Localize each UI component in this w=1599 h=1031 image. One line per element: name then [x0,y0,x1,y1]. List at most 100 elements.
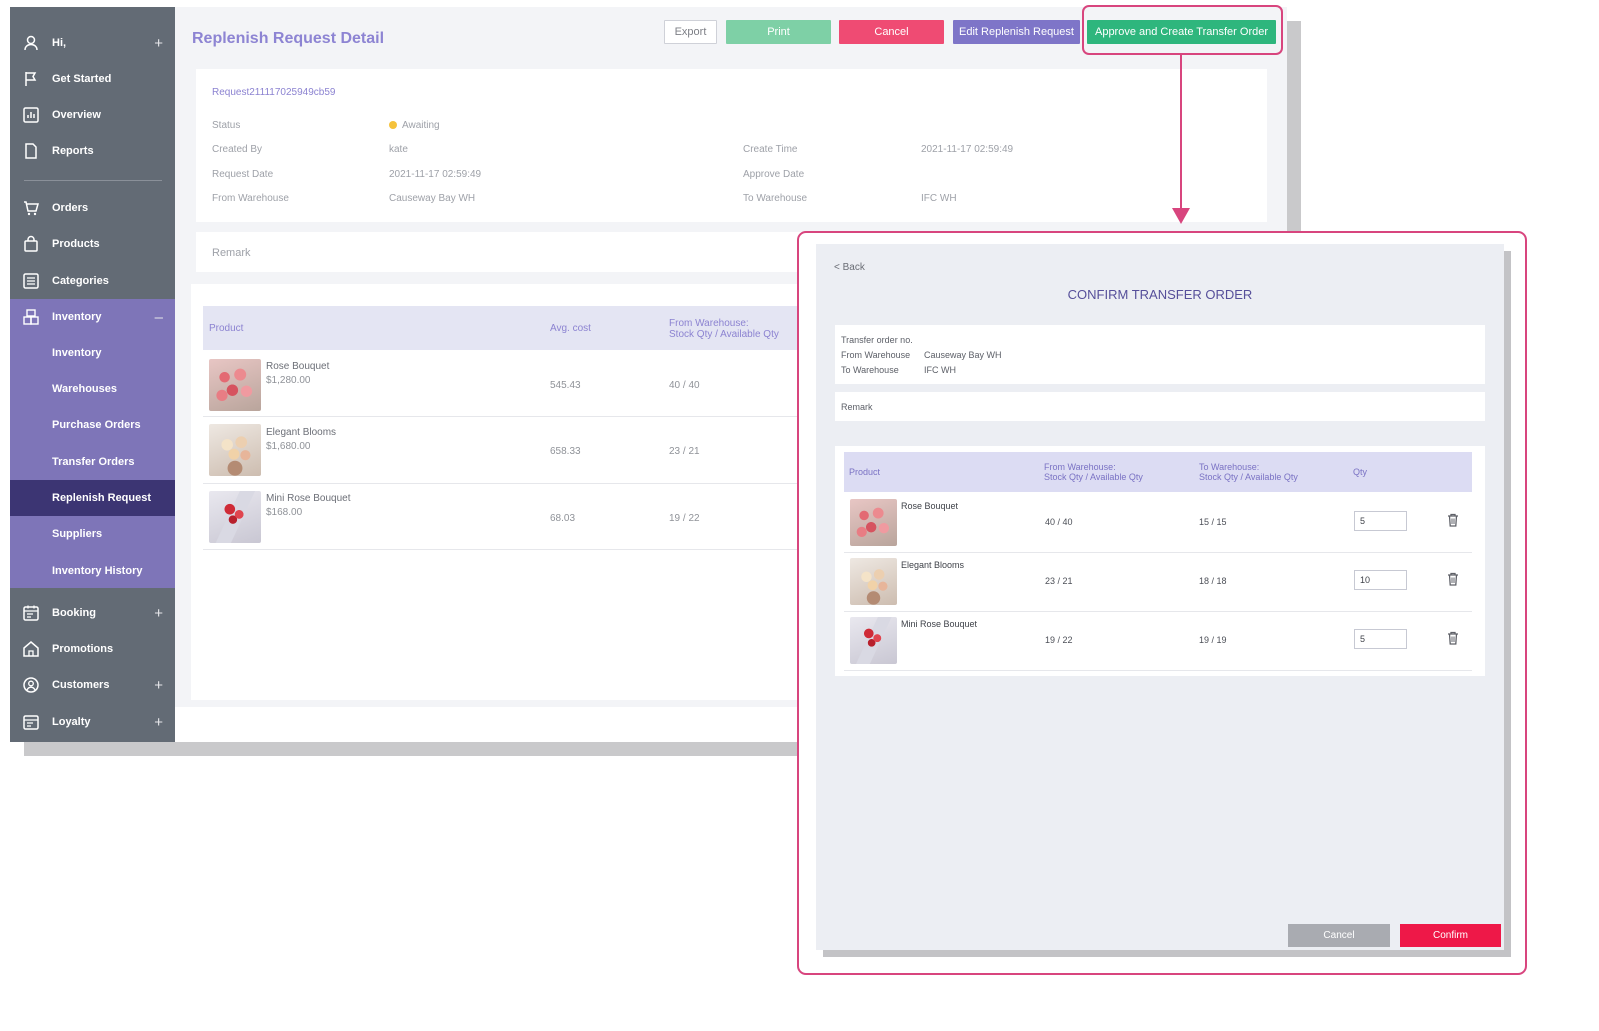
sidebar-item-label: Products [52,238,100,250]
th-from-line2: Stock Qty / Available Qty [669,329,779,340]
sidebar-subitem-label: Suppliers [52,528,103,540]
store-icon [23,641,39,657]
sidebar-item-inventory[interactable]: Inventory – [10,299,175,335]
th-from-line1: From Warehouse: [1044,462,1116,472]
from-warehouse-label: From Warehouse [212,193,289,204]
row-divider [844,670,1472,671]
greeting-label: Hi, [52,37,67,49]
qty-input[interactable] [1354,511,1407,531]
sidebar-divider [24,180,162,181]
th-from-line1: From Warehouse: [669,318,749,329]
loyalty-icon [23,715,39,730]
confirm-button[interactable]: Confirm [1400,924,1501,947]
request-info-card: Request211117025949cb59 Status Awaiting … [196,69,1267,222]
inventory-submenu [10,299,175,588]
to-warehouse-label: To Warehouse [743,193,808,204]
sidebar-user[interactable]: Hi, + [10,25,175,61]
qty-input[interactable] [1354,629,1407,649]
sidebar-item-label: Orders [52,202,89,214]
remark-label: Remark [212,247,251,259]
approve-create-transfer-order-button[interactable]: Approve and Create Transfer Order [1087,20,1276,44]
from-warehouse-label: From Warehouse [841,350,911,360]
sidebar-item-label: Overview [52,109,101,121]
from-warehouse-qty: 23 / 21 [1045,576,1073,586]
modal-remark-card[interactable]: Remark [835,392,1485,421]
sidebar-item-reports[interactable]: Reports [10,133,175,169]
trash-icon[interactable] [1447,513,1459,527]
modal-cancel-button[interactable]: Cancel [1288,924,1390,947]
product-thumbnail [209,359,261,411]
th-qty: Qty [1353,467,1368,477]
sidebar-item-categories[interactable]: Categories [10,263,175,299]
cancel-request-button[interactable]: Cancel [839,20,944,44]
trash-icon[interactable] [1447,572,1459,586]
status-value: Awaiting [402,120,440,131]
cart-icon [24,201,39,216]
product-price: $168.00 [266,507,303,518]
sidebar-item-loyalty[interactable]: Loyalty + [10,704,175,740]
status-badge: Awaiting [389,120,440,131]
sidebar-item-promotions[interactable]: Promotions [10,631,175,667]
sidebar-subitem-suppliers[interactable]: Suppliers [10,516,175,552]
sidebar-subitem-label: Transfer Orders [52,456,135,468]
from-warehouse-qty: 23 / 21 [669,446,700,457]
document-icon [25,143,37,159]
product-thumbnail [850,499,897,546]
sidebar-subitem-warehouses[interactable]: Warehouses [10,371,175,407]
to-warehouse-qty: 18 / 18 [1199,576,1227,586]
created-by-value: kate [389,144,408,155]
export-button[interactable]: Export [664,20,717,44]
transfer-order-no-label: Transfer order no. [841,335,913,345]
sidebar-item-label: Reports [52,145,94,157]
page-title: Replenish Request Detail [192,30,385,47]
avg-cost: 658.33 [550,446,581,457]
sidebar-item-customers[interactable]: Customers + [10,667,175,703]
print-button[interactable]: Print [726,20,831,44]
expand-icon[interactable]: + [154,604,163,622]
expand-icon[interactable]: + [154,713,163,731]
sidebar-item-overview[interactable]: Overview [10,97,175,133]
sidebar-item-products[interactable]: Products [10,226,175,262]
to-warehouse-label: To Warehouse [841,365,899,375]
avg-cost: 68.03 [550,513,576,524]
sidebar-item-orders[interactable]: Orders [10,190,175,226]
qty-input[interactable] [1354,570,1407,590]
trash-icon[interactable] [1447,631,1459,645]
sidebar-subitem-label: Warehouses [52,383,118,395]
sidebar-subitem-transfer-orders[interactable]: Transfer Orders [10,444,175,480]
product-name: Elegant Blooms [266,427,337,438]
sidebar-subitem-label: Replenish Request [52,492,152,504]
th-from-warehouse: From Warehouse: Stock Qty / Available Qty [1044,462,1143,482]
edit-replenish-request-button[interactable]: Edit Replenish Request [953,20,1080,44]
to-warehouse-qty: 19 / 19 [1199,635,1227,645]
row-divider [844,552,1472,553]
sidebar-subitem-inventory-history[interactable]: Inventory History [10,553,175,589]
status-dot-icon [389,121,397,129]
from-warehouse-qty: 40 / 40 [669,380,700,391]
product-name: Rose Bouquet [901,501,959,511]
sidebar-subitem-inventory[interactable]: Inventory [10,335,175,371]
expand-icon[interactable]: + [154,676,163,694]
from-warehouse-value: Causeway Bay WH [389,193,476,204]
request-date-label: Request Date [212,169,274,180]
to-warehouse-value: IFC WH [921,193,957,204]
sidebar-item-get-started[interactable]: Get Started [10,61,175,97]
created-by-label: Created By [212,144,263,155]
th-to-warehouse: To Warehouse: Stock Qty / Available Qty [1199,462,1298,482]
sidebar: Hi, + Get Started Overview Reports Order… [10,7,175,742]
collapse-icon[interactable]: – [154,308,163,326]
sidebar-item-booking[interactable]: Booking + [10,595,175,631]
modal-table-header: Product From Warehouse: Stock Qty / Avail… [844,452,1472,492]
avg-cost: 545.43 [550,380,581,391]
product-name: Rose Bouquet [266,361,330,372]
th-product: Product [849,467,881,477]
sidebar-subitem-purchase-orders[interactable]: Purchase Orders [10,407,175,443]
back-link[interactable]: < Back [834,262,865,273]
sidebar-subitem-replenish-request[interactable]: Replenish Request [10,480,175,516]
create-time-label: Create Time [743,144,798,155]
from-warehouse-qty: 40 / 40 [1045,517,1073,527]
transfer-info-card: Transfer order no. From Warehouse Causew… [835,325,1485,384]
from-warehouse-value: Causeway Bay WH [924,350,1002,360]
expand-icon[interactable]: + [154,34,163,52]
